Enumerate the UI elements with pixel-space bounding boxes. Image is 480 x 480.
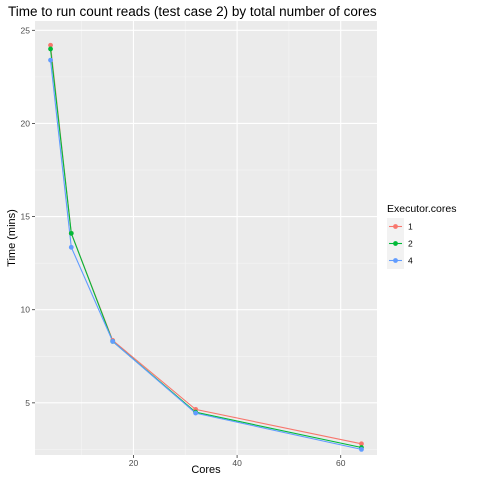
- data-point-2: [68, 230, 74, 236]
- legend-label-1: 1: [408, 222, 413, 232]
- legend-key-point: [393, 224, 398, 229]
- y-tick-label: 5: [25, 398, 30, 408]
- chart-title: Time to run count reads (test case 2) by…: [8, 4, 377, 19]
- y-tick-label: 25: [21, 25, 31, 35]
- data-point-4: [68, 244, 74, 250]
- legend: Executor.cores 1 2 4: [387, 203, 456, 269]
- x-axis-title: Cores: [191, 464, 221, 476]
- y-axis-ticks: 5 10 15 20 25: [21, 25, 35, 408]
- x-axis-ticks: 20 40 60: [129, 455, 346, 468]
- grid-major: [35, 21, 377, 455]
- y-tick-label: 15: [21, 212, 31, 222]
- data-point-4: [193, 410, 199, 416]
- y-tick-label: 20: [21, 118, 31, 128]
- legend-label-2: 2: [408, 239, 413, 249]
- legend-label-4: 4: [408, 256, 413, 266]
- legend-title: Executor.cores: [387, 203, 456, 215]
- data-point-4: [110, 338, 116, 344]
- legend-key-point: [393, 258, 398, 263]
- data-point-4: [48, 57, 53, 63]
- series-points: [48, 42, 364, 452]
- plot-panel: [35, 21, 377, 455]
- data-point-2: [48, 46, 53, 52]
- y-axis-title: Time (mins): [6, 209, 18, 267]
- data-point-4: [359, 447, 364, 452]
- x-tick-label: 40: [232, 458, 242, 468]
- data-point-1: [48, 42, 53, 48]
- x-tick-label: 60: [336, 458, 346, 468]
- x-tick-label: 20: [129, 458, 139, 468]
- y-tick-label: 10: [21, 305, 31, 315]
- legend-key-point: [393, 241, 398, 246]
- grid-minor: [35, 21, 377, 455]
- data-point-1: [359, 441, 364, 447]
